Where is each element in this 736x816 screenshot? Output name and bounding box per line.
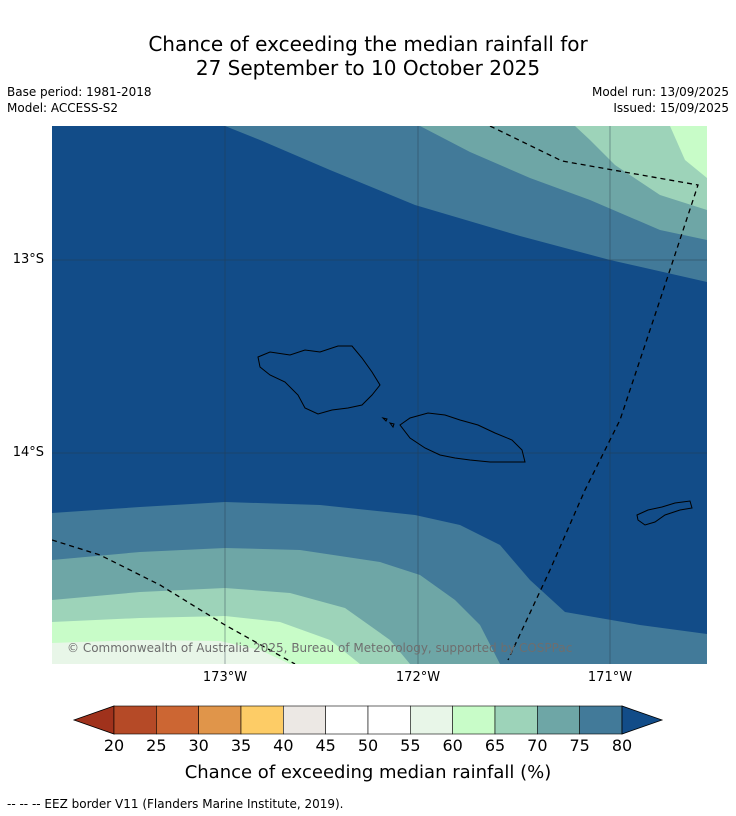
meta-right: Model run: 13/09/2025 Issued: 15/09/2025 [592,84,729,116]
island-small-2 [388,422,395,429]
lat-label-13s: 13°S [12,252,44,267]
colorbar-tick-label: 45 [315,736,336,755]
eez-border-top [489,126,699,661]
colorbar [72,705,664,735]
base-period: Base period: 1981-2018 [7,85,152,99]
eez-border [52,126,699,664]
colorbar-tick-label: 25 [146,736,167,755]
zone-55-bottom [52,640,290,664]
colorbar-segment [325,705,369,735]
eez-footnote: -- -- -- EEZ border V11 (Flanders Marine… [7,797,344,811]
colorbar-tick-label: 35 [230,736,252,755]
colorbar-extend-high [621,705,664,735]
colorbar-tick-label: 55 [400,736,421,755]
colorbar-tick-label: 70 [527,736,548,755]
island-small-1 [381,417,388,422]
colorbar-segment [367,705,411,735]
colorbar-segment [579,705,623,735]
colorbar-segment [410,705,453,735]
colorbar-segment [156,705,199,735]
chart-title-line1: Chance of exceeding the median rainfall … [148,32,588,56]
gridlines [52,126,707,664]
model-run: Model run: 13/09/2025 [591,85,729,99]
zone-65-top [575,126,707,210]
colorbar-tick-label: 20 [103,736,125,755]
colorbar-segment [198,705,242,735]
colorbar-label: Chance of exceeding median rainfall (%) [184,762,552,783]
zone-60-top [670,126,707,178]
lat-label-14s: 14°S [12,445,44,460]
colorbar-extend-low [72,705,115,735]
colorbar-segment [537,705,580,735]
issued-date: Issued: 15/09/2025 [613,101,729,115]
colorbar-tick-label: 60 [442,736,463,755]
chart-title-line2: 27 September to 10 October 2025 [195,56,541,80]
copyright-notice: © Commonwealth of Australia 2025, Bureau… [67,641,573,655]
colorbar-tick-label: 65 [484,736,506,755]
island-tutuila [636,500,693,526]
lon-label-172w: 172°W [395,670,441,685]
colorbar-tick-label: 80 [611,736,633,755]
rainfall-map [52,126,707,664]
colorbar-segment [494,705,538,735]
colorbar-segment [452,705,496,735]
colorbar-tick-label: 40 [273,736,294,755]
colorbar-segment [113,705,157,735]
colorbar-segment [240,705,284,735]
lon-label-173w: 173°W [202,670,248,685]
meta-left: Base period: 1981-2018 Model: ACCESS-S2 [7,84,152,116]
island-upolu [399,412,526,463]
colorbar-tick-label: 30 [188,736,209,755]
islands [257,345,693,526]
colorbar-tick-label: 50 [357,736,379,755]
model-name: Model: ACCESS-S2 [7,101,119,115]
eez-border-left [52,539,296,664]
colorbar-segment [283,705,326,735]
lon-label-171w: 171°W [587,670,633,685]
island-savaii [257,345,381,415]
colorbar-tick-label: 75 [569,736,590,755]
